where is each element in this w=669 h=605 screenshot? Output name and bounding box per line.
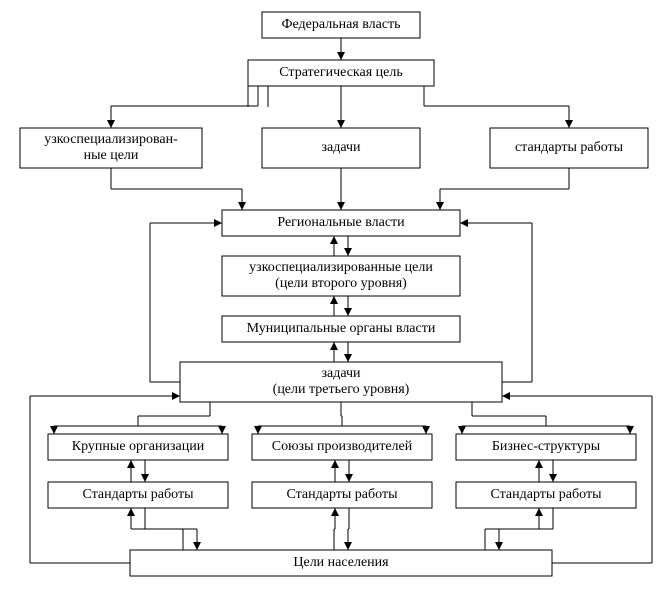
node-tasks-label: задачи: [321, 140, 361, 155]
node-standards-label: стандарты работы: [515, 140, 624, 155]
node-municipal-label: Муниципальные органы власти: [247, 321, 436, 336]
node-std_r-label: Стандарты работы: [490, 487, 602, 502]
node-federal-label: Федеральная власть: [281, 17, 400, 32]
node-std_l-label: Стандарты работы: [82, 487, 194, 502]
node-std_m-label: Стандарты работы: [286, 487, 398, 502]
node-tasks3-label: задачи: [321, 366, 361, 381]
node-strategic-label: Стратегическая цель: [279, 65, 403, 80]
node-population-label: Цели населения: [293, 555, 389, 570]
node-spec_goals-label: узкоспециализирован-: [44, 132, 178, 147]
node-big_org-label: Крупные организации: [72, 439, 205, 454]
node-spec2-label: узкоспециализированные цели: [249, 260, 433, 275]
node-business-label: Бизнес-структуры: [492, 439, 601, 454]
node-regional-label: Региональные власти: [277, 215, 405, 230]
node-unions-label: Союзы производителей: [272, 439, 413, 454]
node-spec_goals-label: ные цели: [84, 148, 139, 163]
node-spec2-label: (цели второго уровня): [275, 276, 407, 291]
node-tasks3-label: (цели третьего уровня): [273, 382, 410, 397]
